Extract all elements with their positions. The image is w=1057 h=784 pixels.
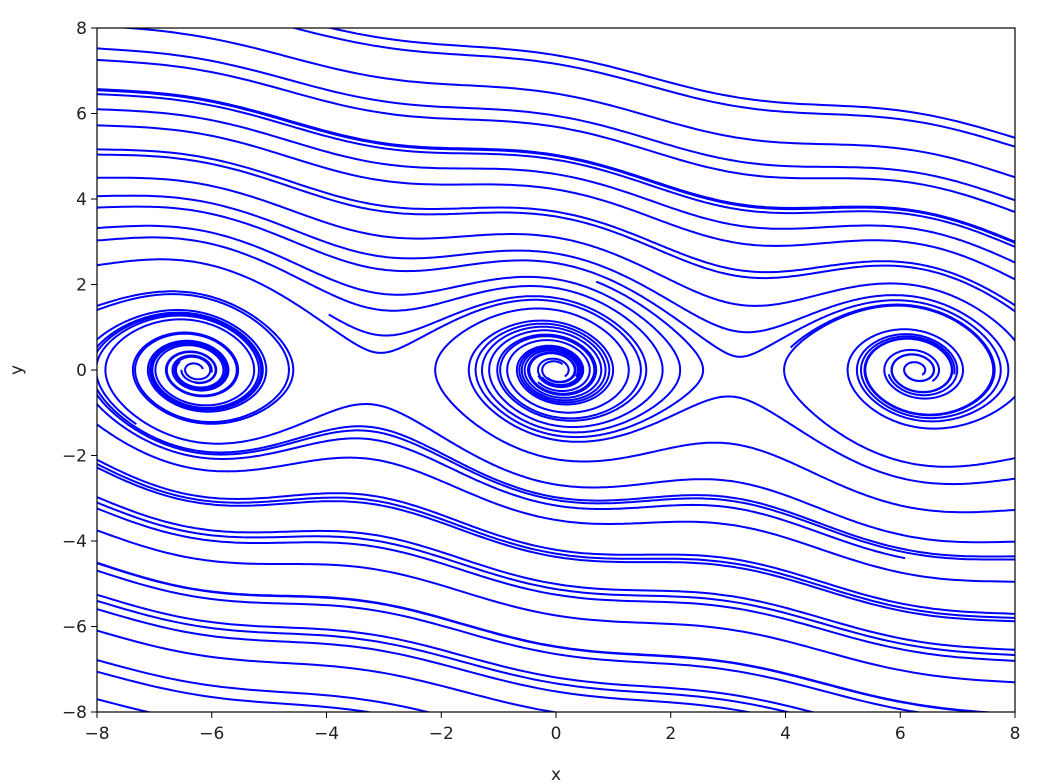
x-tick-label: 6 bbox=[895, 724, 906, 744]
streamline bbox=[97, 88, 1015, 243]
streamline bbox=[97, 501, 1015, 657]
streamline bbox=[97, 108, 1015, 264]
streamlines bbox=[97, 28, 1015, 712]
streamline bbox=[115, 28, 1015, 179]
streamline bbox=[97, 293, 290, 423]
streamline bbox=[97, 569, 923, 712]
plot-frame bbox=[96, 27, 1016, 713]
streamline bbox=[97, 496, 1015, 651]
y-tick-label: −4 bbox=[62, 532, 87, 552]
streamline bbox=[97, 698, 153, 712]
streamline bbox=[97, 659, 432, 712]
streamline bbox=[97, 176, 1015, 430]
y-tick-label: 8 bbox=[76, 19, 87, 39]
streamline bbox=[97, 224, 682, 434]
streamline bbox=[104, 318, 1015, 544]
streamline bbox=[97, 599, 792, 712]
x-tick-label: 2 bbox=[665, 724, 676, 744]
streamline bbox=[97, 629, 560, 712]
streamline bbox=[97, 561, 997, 712]
x-tick-label: −2 bbox=[429, 724, 454, 744]
streamline bbox=[97, 423, 1015, 583]
streamline bbox=[97, 529, 1015, 684]
x-axis-label: x bbox=[551, 765, 561, 780]
streamline bbox=[97, 466, 1015, 623]
streamline bbox=[97, 124, 1015, 281]
streamline bbox=[97, 194, 1010, 423]
streamline bbox=[97, 670, 375, 712]
streamline bbox=[97, 312, 1015, 558]
streamline bbox=[97, 309, 906, 560]
streamline bbox=[97, 93, 1015, 248]
x-axis: −8 −6 −4 −2 0 2 4 6 8 bbox=[84, 712, 1020, 744]
streamline bbox=[290, 28, 1015, 148]
streamline bbox=[97, 205, 1002, 420]
y-axis-label: y bbox=[7, 365, 27, 375]
y-tick-label: −8 bbox=[62, 703, 87, 723]
y-axis: −8 −6 −4 −2 0 2 4 6 8 bbox=[62, 19, 97, 723]
x-tick-label: −6 bbox=[199, 724, 224, 744]
y-tick-label: −6 bbox=[62, 618, 87, 638]
x-tick-label: −4 bbox=[314, 724, 339, 744]
y-tick-label: −2 bbox=[62, 447, 87, 467]
streamline bbox=[467, 319, 1015, 486]
x-tick-label: −8 bbox=[84, 724, 109, 744]
x-tick-label: 4 bbox=[780, 724, 791, 744]
y-tick-label: 6 bbox=[76, 105, 87, 125]
streamline bbox=[97, 608, 754, 712]
y-tick-label: 2 bbox=[76, 276, 87, 296]
y-tick-label: 0 bbox=[76, 361, 87, 381]
streamline bbox=[97, 593, 817, 712]
streamline bbox=[326, 28, 1015, 139]
streamline bbox=[97, 153, 1015, 313]
streamline bbox=[97, 236, 664, 429]
streamline bbox=[783, 304, 1015, 468]
x-tick-label: 8 bbox=[1010, 724, 1021, 744]
y-tick-label: 4 bbox=[76, 190, 87, 210]
streamline bbox=[434, 307, 1015, 514]
streamline bbox=[97, 58, 1015, 214]
streamline bbox=[97, 148, 1015, 307]
streamline bbox=[97, 507, 1015, 662]
streamline bbox=[97, 462, 1015, 619]
x-tick-label: 0 bbox=[551, 724, 562, 744]
streamline bbox=[328, 295, 648, 422]
streamline bbox=[474, 280, 705, 439]
streamline bbox=[97, 47, 1015, 202]
streamline bbox=[97, 458, 1015, 615]
